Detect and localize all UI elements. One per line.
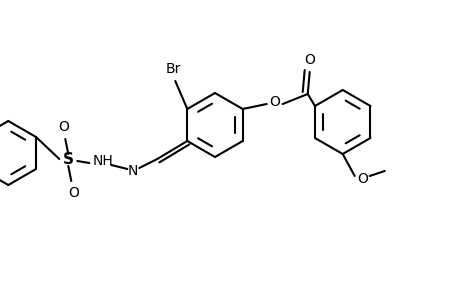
Text: O: O xyxy=(357,172,367,186)
Text: O: O xyxy=(67,186,78,200)
Text: Br: Br xyxy=(165,62,180,76)
Text: N: N xyxy=(128,164,138,178)
Text: O: O xyxy=(58,120,68,134)
Text: S: S xyxy=(62,152,73,166)
Text: O: O xyxy=(269,95,280,109)
Text: O: O xyxy=(303,53,314,67)
Text: NH: NH xyxy=(93,154,113,168)
